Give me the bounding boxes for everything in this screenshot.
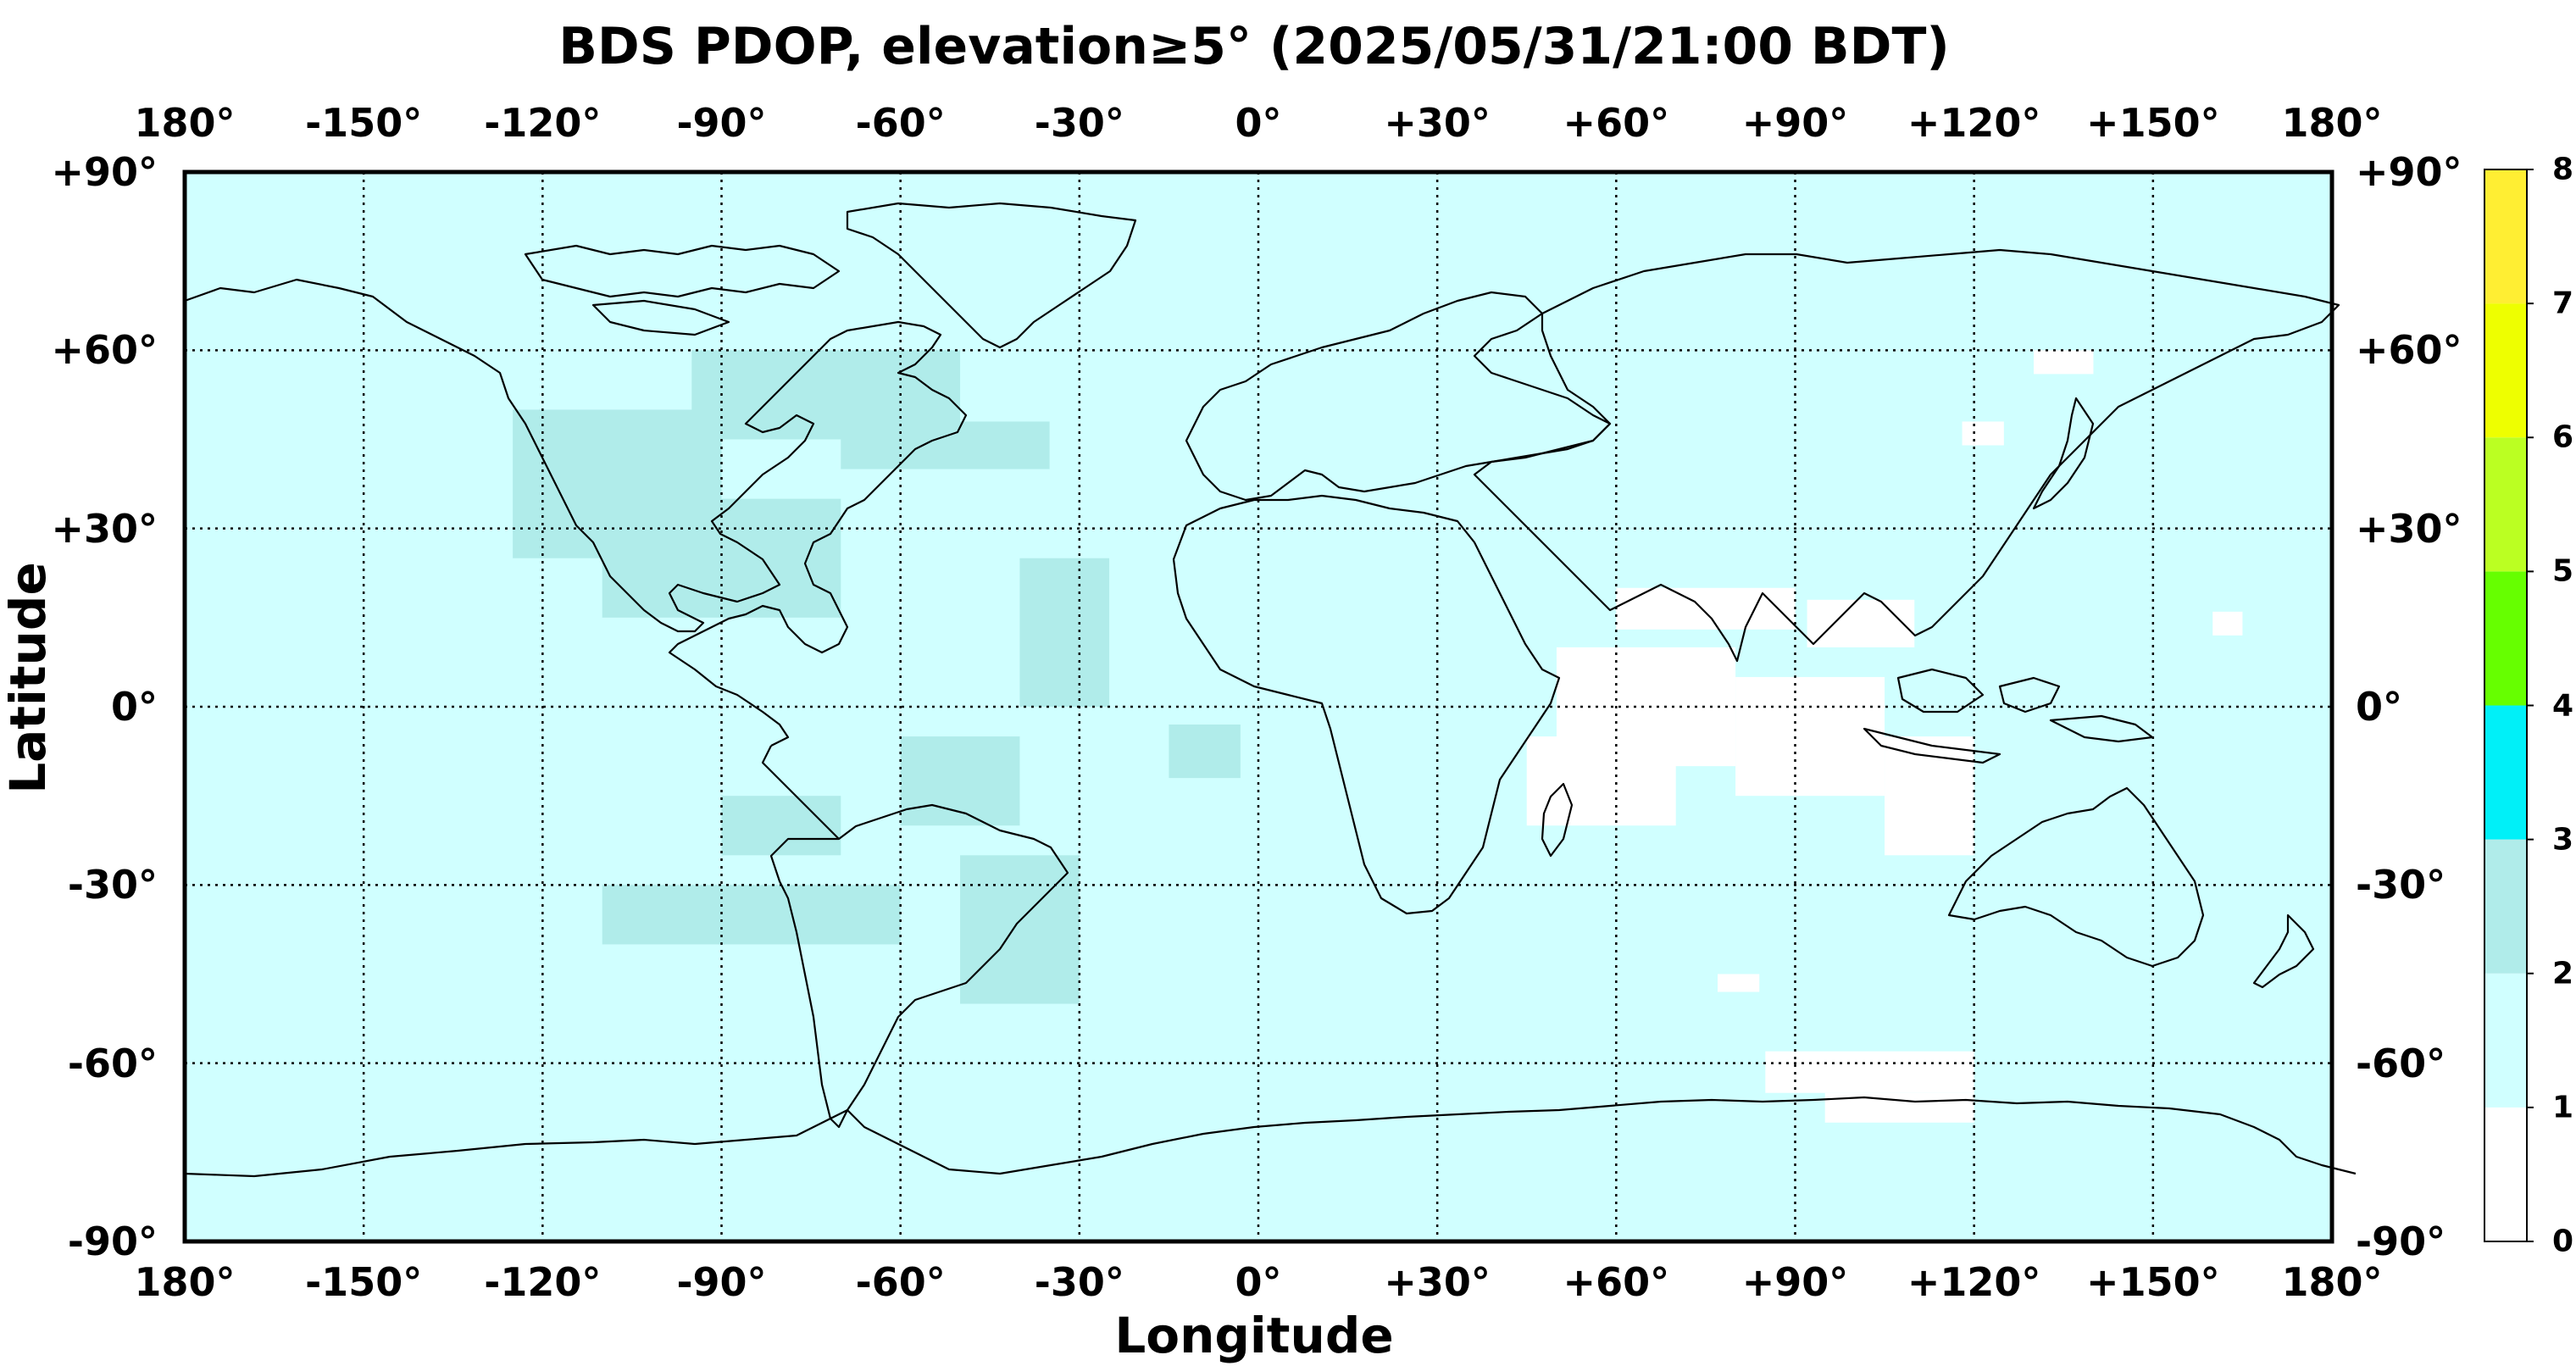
lat-tick-left: 0° [110, 684, 158, 730]
lon-tick-top: -150° [305, 100, 423, 146]
pdop-region-10 [2212, 611, 2243, 636]
y-axis-label: Latitude [0, 562, 57, 794]
lon-tick-top: +120° [1907, 100, 2041, 146]
coastline-southeast-asia-islands [1863, 668, 2154, 764]
lon-tick-bottom: 180° [2281, 1259, 2383, 1305]
lon-tick-bottom: +90° [1741, 1259, 1849, 1305]
colorbar-band-4 [2484, 571, 2527, 706]
lat-tick-right: -60° [2356, 1040, 2446, 1086]
lat-tick-right: +90° [2356, 149, 2462, 195]
x-axis-label: Longitude [1114, 1307, 1394, 1364]
colorbar-tick-label: 8 [2552, 152, 2574, 187]
lon-tick-bottom: 0° [1235, 1259, 1282, 1305]
pdop-region-6 [1962, 421, 2004, 446]
colorbar-tick-label: 4 [2552, 688, 2574, 723]
lon-tick-top: -30° [1034, 100, 1124, 146]
lat-tick-left: -90° [67, 1219, 158, 1264]
coastline-north-america [184, 278, 968, 747]
colorbar-tick-label: 6 [2552, 419, 2574, 455]
colorbar-tick-label: 3 [2552, 822, 2574, 858]
coastline-africa [1172, 494, 1561, 915]
lat-tick-right: +30° [2356, 505, 2462, 552]
lon-tick-top: 180° [134, 100, 236, 146]
colorbar [2484, 169, 2534, 1242]
coastline-new-zealand [2252, 913, 2315, 989]
pdop-region-5 [1807, 599, 1915, 647]
lon-tick-bottom: +150° [2086, 1259, 2220, 1305]
lon-tick-bottom: +30° [1384, 1259, 1491, 1305]
lon-tick-top: -90° [676, 100, 767, 146]
colorbar-band-5 [2484, 437, 2527, 572]
pdop-region-18 [602, 885, 901, 945]
lon-tick-top: 180° [2281, 100, 2383, 146]
coastline-arctic-islands [524, 244, 841, 336]
lon-tick-bottom: -120° [484, 1259, 602, 1305]
pdop-region-3 [1526, 736, 1676, 826]
lon-tick-top: -60° [855, 100, 946, 146]
coastlines [184, 202, 2357, 1178]
lat-tick-right: +60° [2356, 327, 2462, 374]
lat-tick-right: -30° [2356, 862, 2446, 908]
colorbar-tick-label: 5 [2552, 553, 2574, 589]
lon-tick-top: +30° [1384, 100, 1491, 146]
lat-tick-right: 0° [2356, 684, 2403, 730]
pdop-region-20 [900, 736, 1020, 826]
colorbar-tick-label: 7 [2552, 286, 2574, 321]
map-title: BDS PDOP, elevation≥5° (2025/05/31/21:00… [558, 17, 1950, 76]
lon-tick-bottom: -60° [855, 1259, 946, 1305]
colorbar-tick-label: 1 [2552, 1090, 2574, 1125]
coastline-central-america [761, 745, 840, 840]
pdop-region-8 [1765, 1051, 1974, 1093]
coastline-south-america [769, 803, 1069, 1129]
colorbar-band-3 [2484, 705, 2527, 840]
lat-tick-right: -90° [2356, 1219, 2446, 1264]
lon-tick-bottom: -30° [1034, 1259, 1124, 1305]
coastline-madagascar [1541, 782, 1574, 858]
pdop-region-11 [1717, 974, 1760, 992]
coastline-antarctica [184, 1096, 2357, 1178]
lat-tick-left: +90° [51, 149, 158, 195]
lat-tick-left: -30° [67, 862, 158, 908]
lat-tick-left: +60° [51, 327, 158, 374]
lat-tick-left: -60° [67, 1040, 158, 1086]
colorbar-band-7 [2484, 169, 2527, 304]
lon-tick-top: -120° [484, 100, 602, 146]
pdop-region-1 [1735, 676, 1885, 797]
pdop-region-2 [1885, 736, 1974, 856]
colorbar-band-2 [2484, 839, 2527, 974]
colorbar-band-6 [2484, 303, 2527, 438]
pdop-region-15 [841, 421, 1050, 469]
pdop-region-17 [960, 855, 1080, 1004]
colorbar-band-0 [2484, 1107, 2527, 1241]
lon-tick-bottom: -150° [305, 1259, 423, 1305]
grid-lines [185, 172, 2332, 1241]
colorbar-tick-label: 2 [2552, 956, 2574, 991]
lon-tick-top: +60° [1563, 100, 1670, 146]
pdop-region-7 [2034, 350, 2094, 375]
lon-tick-bottom: +60° [1563, 1259, 1670, 1305]
colorbar-band-1 [2484, 973, 2527, 1108]
coastline-japan [2032, 397, 2095, 510]
lon-tick-top: +90° [1741, 100, 1849, 146]
lon-tick-bottom: -90° [676, 1259, 767, 1305]
colorbar-tick-label: 0 [2552, 1224, 2574, 1259]
coastline-greenland [846, 202, 1137, 349]
lon-tick-bottom: 180° [134, 1259, 236, 1305]
coastline-australia [1947, 786, 2205, 968]
map-frame [182, 169, 2334, 1244]
lon-tick-top: +150° [2086, 100, 2220, 146]
pdop-region-21 [1169, 725, 1241, 779]
lat-tick-left: +30° [51, 505, 158, 552]
pdop-region-16 [1019, 558, 1110, 707]
lon-tick-top: 0° [1235, 100, 1282, 146]
lon-tick-bottom: +120° [1907, 1259, 2041, 1305]
